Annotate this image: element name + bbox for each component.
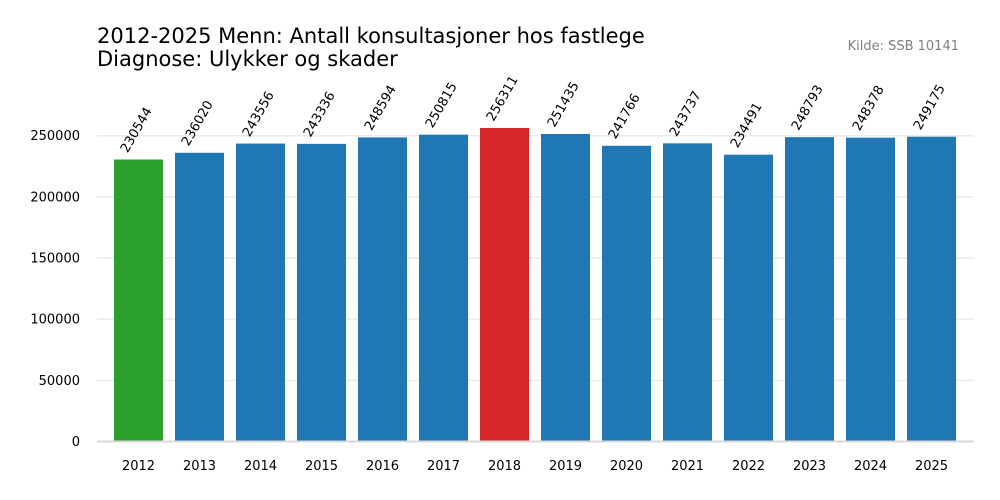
y-tick-label: 0	[72, 435, 80, 450]
bar-2018	[480, 127, 529, 442]
y-tick-label: 200000	[30, 190, 80, 205]
chart-title-line-1: 2012-2025 Menn: Antall konsultasjoner ho…	[97, 24, 645, 48]
x-tick-label: 2025	[915, 459, 948, 474]
data-label: 251435	[545, 79, 583, 129]
data-label: 243336	[301, 89, 339, 139]
data-label: 234491	[728, 100, 766, 150]
data-label: 256311	[484, 73, 522, 123]
bar-2020	[602, 145, 651, 442]
x-tick-label: 2014	[244, 459, 277, 474]
y-tick-label: 50000	[39, 374, 80, 389]
bar-2015	[297, 143, 346, 442]
bar-2024	[846, 137, 895, 442]
data-label: 241766	[606, 91, 644, 141]
bar-2013	[175, 152, 224, 442]
y-tick-label: 150000	[30, 252, 80, 267]
x-tick-label: 2015	[305, 459, 338, 474]
axes: 0 50000 100000 150000 200000 250000 2012 2013 20…	[30, 129, 974, 474]
data-label: 248793	[789, 83, 827, 133]
x-tick-label: 2016	[366, 459, 399, 474]
grid-lines	[97, 134, 974, 382]
x-tick-label: 2012	[122, 459, 155, 474]
bars	[114, 127, 956, 442]
bar-2017	[419, 134, 468, 442]
bar-2021	[663, 143, 712, 442]
data-label: 248594	[362, 83, 400, 133]
x-tick-label: 2024	[854, 459, 887, 474]
x-tick-label: 2019	[549, 459, 582, 474]
data-label: 248378	[850, 83, 888, 133]
data-label: 243556	[240, 89, 278, 139]
data-label: 250815	[423, 80, 461, 130]
y-tick-label: 100000	[30, 313, 80, 328]
x-tick-label: 2013	[183, 459, 216, 474]
y-tick-label: 250000	[30, 129, 80, 144]
chart-source: Kilde: SSB 10141	[848, 39, 959, 54]
x-tick-label: 2022	[732, 459, 765, 474]
data-label: 243737	[667, 89, 705, 139]
x-tick-label: 2023	[793, 459, 826, 474]
data-label: 230544	[118, 105, 156, 155]
bar-2016	[358, 137, 407, 442]
bar-2025	[907, 136, 956, 442]
bar-2012	[114, 159, 163, 442]
chart-title-line-2: Diagnose: Ulykker og skader	[97, 47, 398, 71]
bar-2014	[236, 143, 285, 442]
bar-2023	[785, 137, 834, 442]
bar-2022	[724, 154, 773, 442]
x-tick-label: 2017	[427, 459, 460, 474]
x-tick-label: 2018	[488, 459, 521, 474]
x-tick-label: 2021	[671, 459, 704, 474]
data-label: 249175	[911, 82, 949, 132]
data-label: 236020	[179, 98, 217, 148]
x-tick-label: 2020	[610, 459, 643, 474]
bar-2019	[541, 133, 590, 442]
